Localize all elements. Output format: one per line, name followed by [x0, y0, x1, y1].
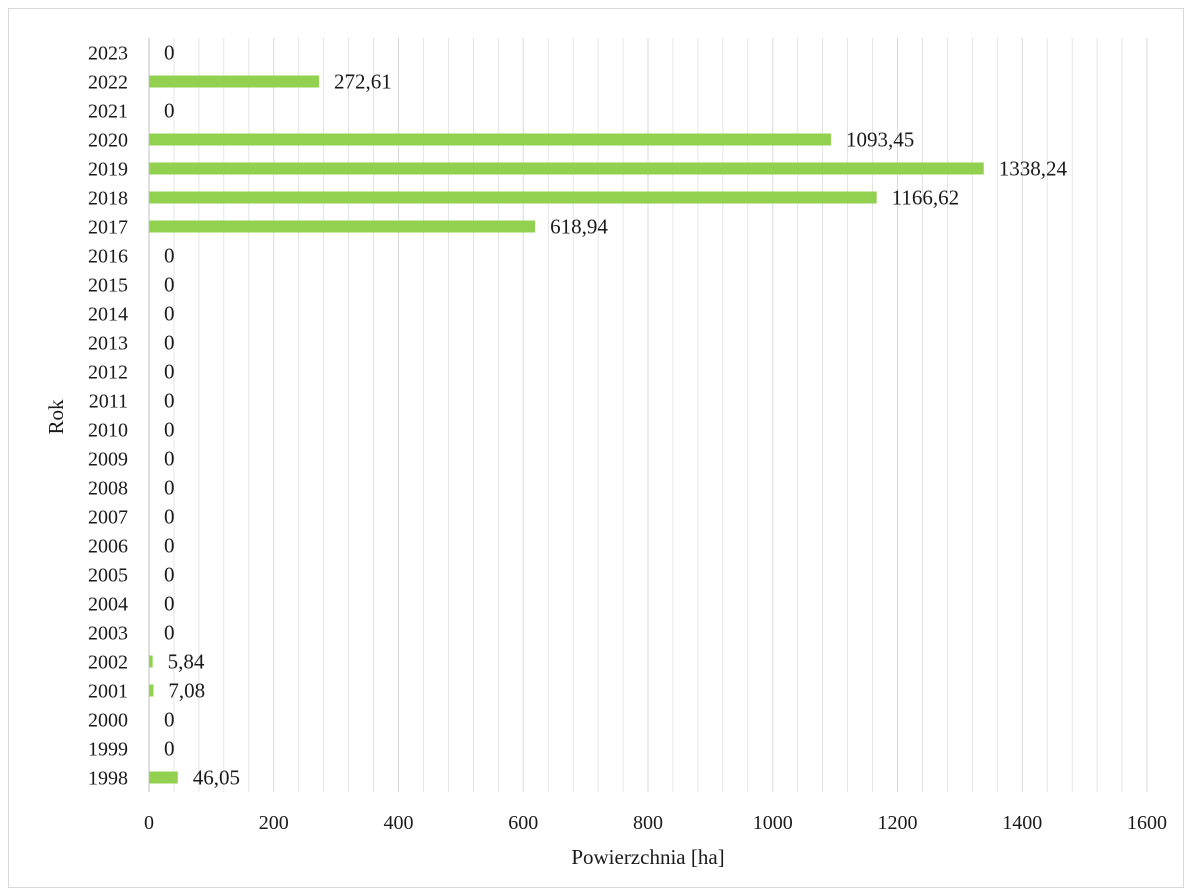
y-tick-label: 2021 [88, 101, 128, 123]
y-tick-label: 2006 [88, 536, 128, 558]
bar-2022 [149, 75, 320, 88]
data-label: 46,05 [193, 766, 240, 790]
data-label: 0 [164, 244, 175, 268]
y-tick-label: 1999 [88, 739, 128, 761]
y-tick-label: 2013 [88, 333, 128, 355]
y-tick-label: 2020 [88, 130, 128, 152]
data-label: 0 [164, 708, 175, 732]
data-label: 0 [164, 737, 175, 761]
data-label: 5,84 [168, 650, 205, 674]
data-label: 0 [164, 99, 175, 123]
y-tick-label: 1998 [88, 768, 128, 790]
y-tick-label: 2012 [88, 362, 128, 384]
x-tick-label: 800 [633, 812, 663, 834]
y-tick-label: 2022 [88, 72, 128, 94]
y-tick-label: 2005 [88, 565, 128, 587]
y-tick-label: 2017 [88, 217, 128, 239]
y-tick-label: 2000 [88, 710, 128, 732]
bar-2018 [149, 191, 877, 204]
data-label: 0 [164, 302, 175, 326]
bar-2017 [149, 220, 536, 233]
x-tick-label: 600 [508, 812, 538, 834]
y-tick-label: 2016 [88, 246, 128, 268]
bar-1998 [149, 771, 178, 784]
y-tick-label: 2023 [88, 43, 128, 65]
data-label: 1338,24 [999, 157, 1068, 181]
gridlines [173, 38, 1148, 792]
x-tick-label: 1600 [1127, 812, 1167, 834]
y-tick-label: 2014 [88, 304, 128, 326]
y-tick-label: 2015 [88, 275, 128, 297]
data-label: 0 [164, 563, 175, 587]
data-label: 0 [164, 534, 175, 558]
x-tick-label: 1000 [753, 812, 793, 834]
y-tick-label: 2011 [89, 391, 128, 413]
data-label: 0 [164, 447, 175, 471]
bar-2002 [149, 655, 153, 668]
bar-2019 [149, 162, 984, 175]
y-tick-label: 2002 [88, 652, 128, 674]
x-tick-labels: 0 200 400 600 800 1000 1200 1400 1600 [144, 812, 1167, 834]
chart-frame [8, 8, 1184, 888]
y-tick-label: 2004 [88, 594, 128, 616]
data-label: 0 [164, 476, 175, 500]
y-tick-label: 2001 [88, 681, 128, 703]
data-label: 0 [164, 592, 175, 616]
bar-2020 [149, 133, 832, 146]
y-axis-title: Rok [44, 399, 68, 435]
data-label: 0 [164, 505, 175, 529]
data-label: 0 [164, 331, 175, 355]
data-label: 618,94 [550, 215, 608, 239]
data-labels: 46,05 0 0 7,08 5,84 0 0 0 0 0 0 0 0 0 0 0 0 0 0 618,94 1166,… [164, 41, 1067, 790]
data-label: 7,08 [168, 679, 205, 703]
data-label: 272,61 [334, 70, 392, 94]
x-tick-label: 1400 [1002, 812, 1042, 834]
y-tick-label: 2019 [88, 159, 128, 181]
x-tick-label: 200 [259, 812, 289, 834]
data-label: 0 [164, 621, 175, 645]
x-axis-title: Powierzchnia [ha] [571, 845, 724, 869]
y-tick-label: 2009 [88, 449, 128, 471]
y-tick-label: 2007 [88, 507, 128, 529]
data-label: 0 [164, 360, 175, 384]
x-tick-label: 400 [384, 812, 414, 834]
data-label: 0 [164, 418, 175, 442]
y-tick-label: 2018 [88, 188, 128, 210]
x-tick-label: 1200 [878, 812, 918, 834]
data-label: 0 [164, 41, 175, 65]
data-label: 1166,62 [892, 186, 959, 210]
y-tick-label: 2008 [88, 478, 128, 500]
data-label: 0 [164, 389, 175, 413]
y-tick-label: 2010 [88, 420, 128, 442]
data-label: 1093,45 [846, 128, 914, 152]
y-tick-labels: 1998 1999 2000 2001 2002 2003 2004 2005 2006 2007… [88, 43, 128, 790]
bar-2001 [149, 684, 154, 697]
y-tick-label: 2003 [88, 623, 128, 645]
data-label: 0 [164, 273, 175, 297]
x-tick-label: 0 [144, 812, 154, 834]
bars [149, 75, 984, 784]
